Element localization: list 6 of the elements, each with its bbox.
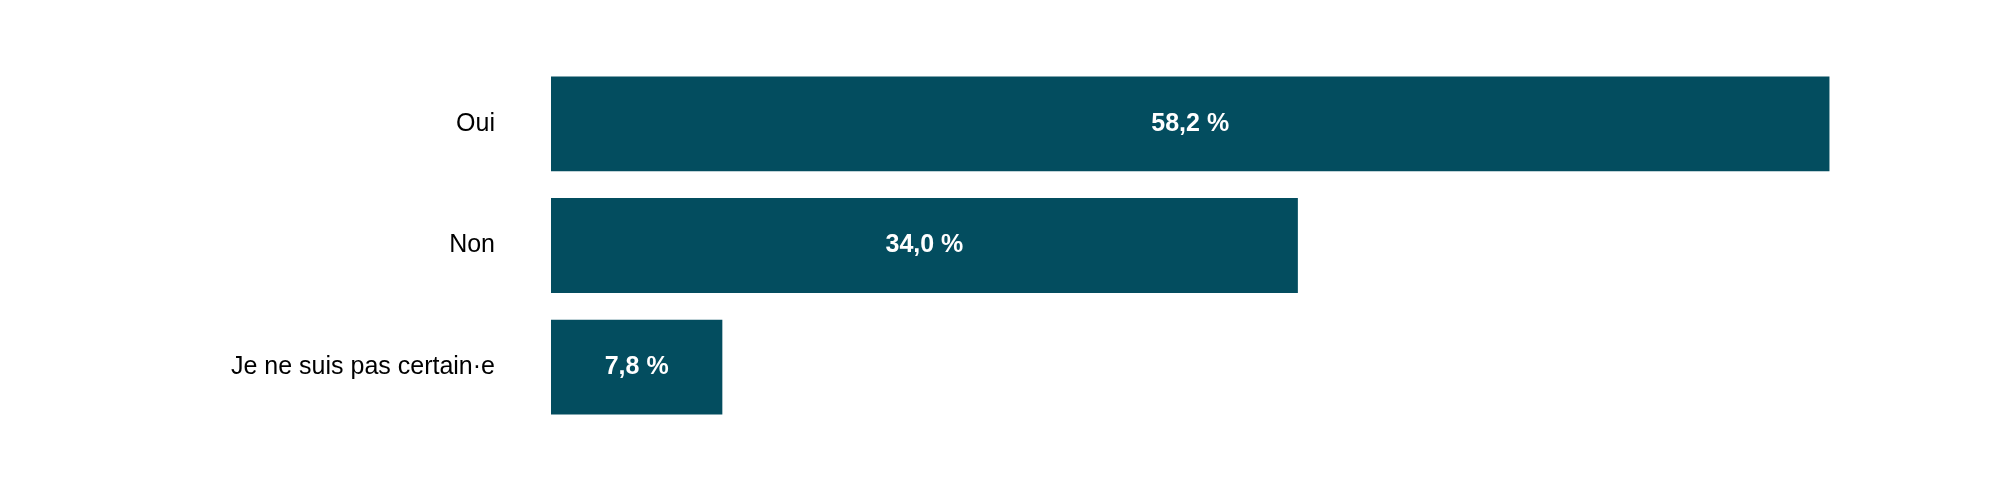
y-tick-label: Oui [456,107,495,136]
data-label: 7,8 % [604,351,669,380]
y-tick-label: Non [449,229,495,258]
data-label: 58,2 % [1151,107,1230,136]
y-tick-label: Je ne suis pas certain·e [230,351,495,380]
data-label: 34,0 % [885,229,964,258]
